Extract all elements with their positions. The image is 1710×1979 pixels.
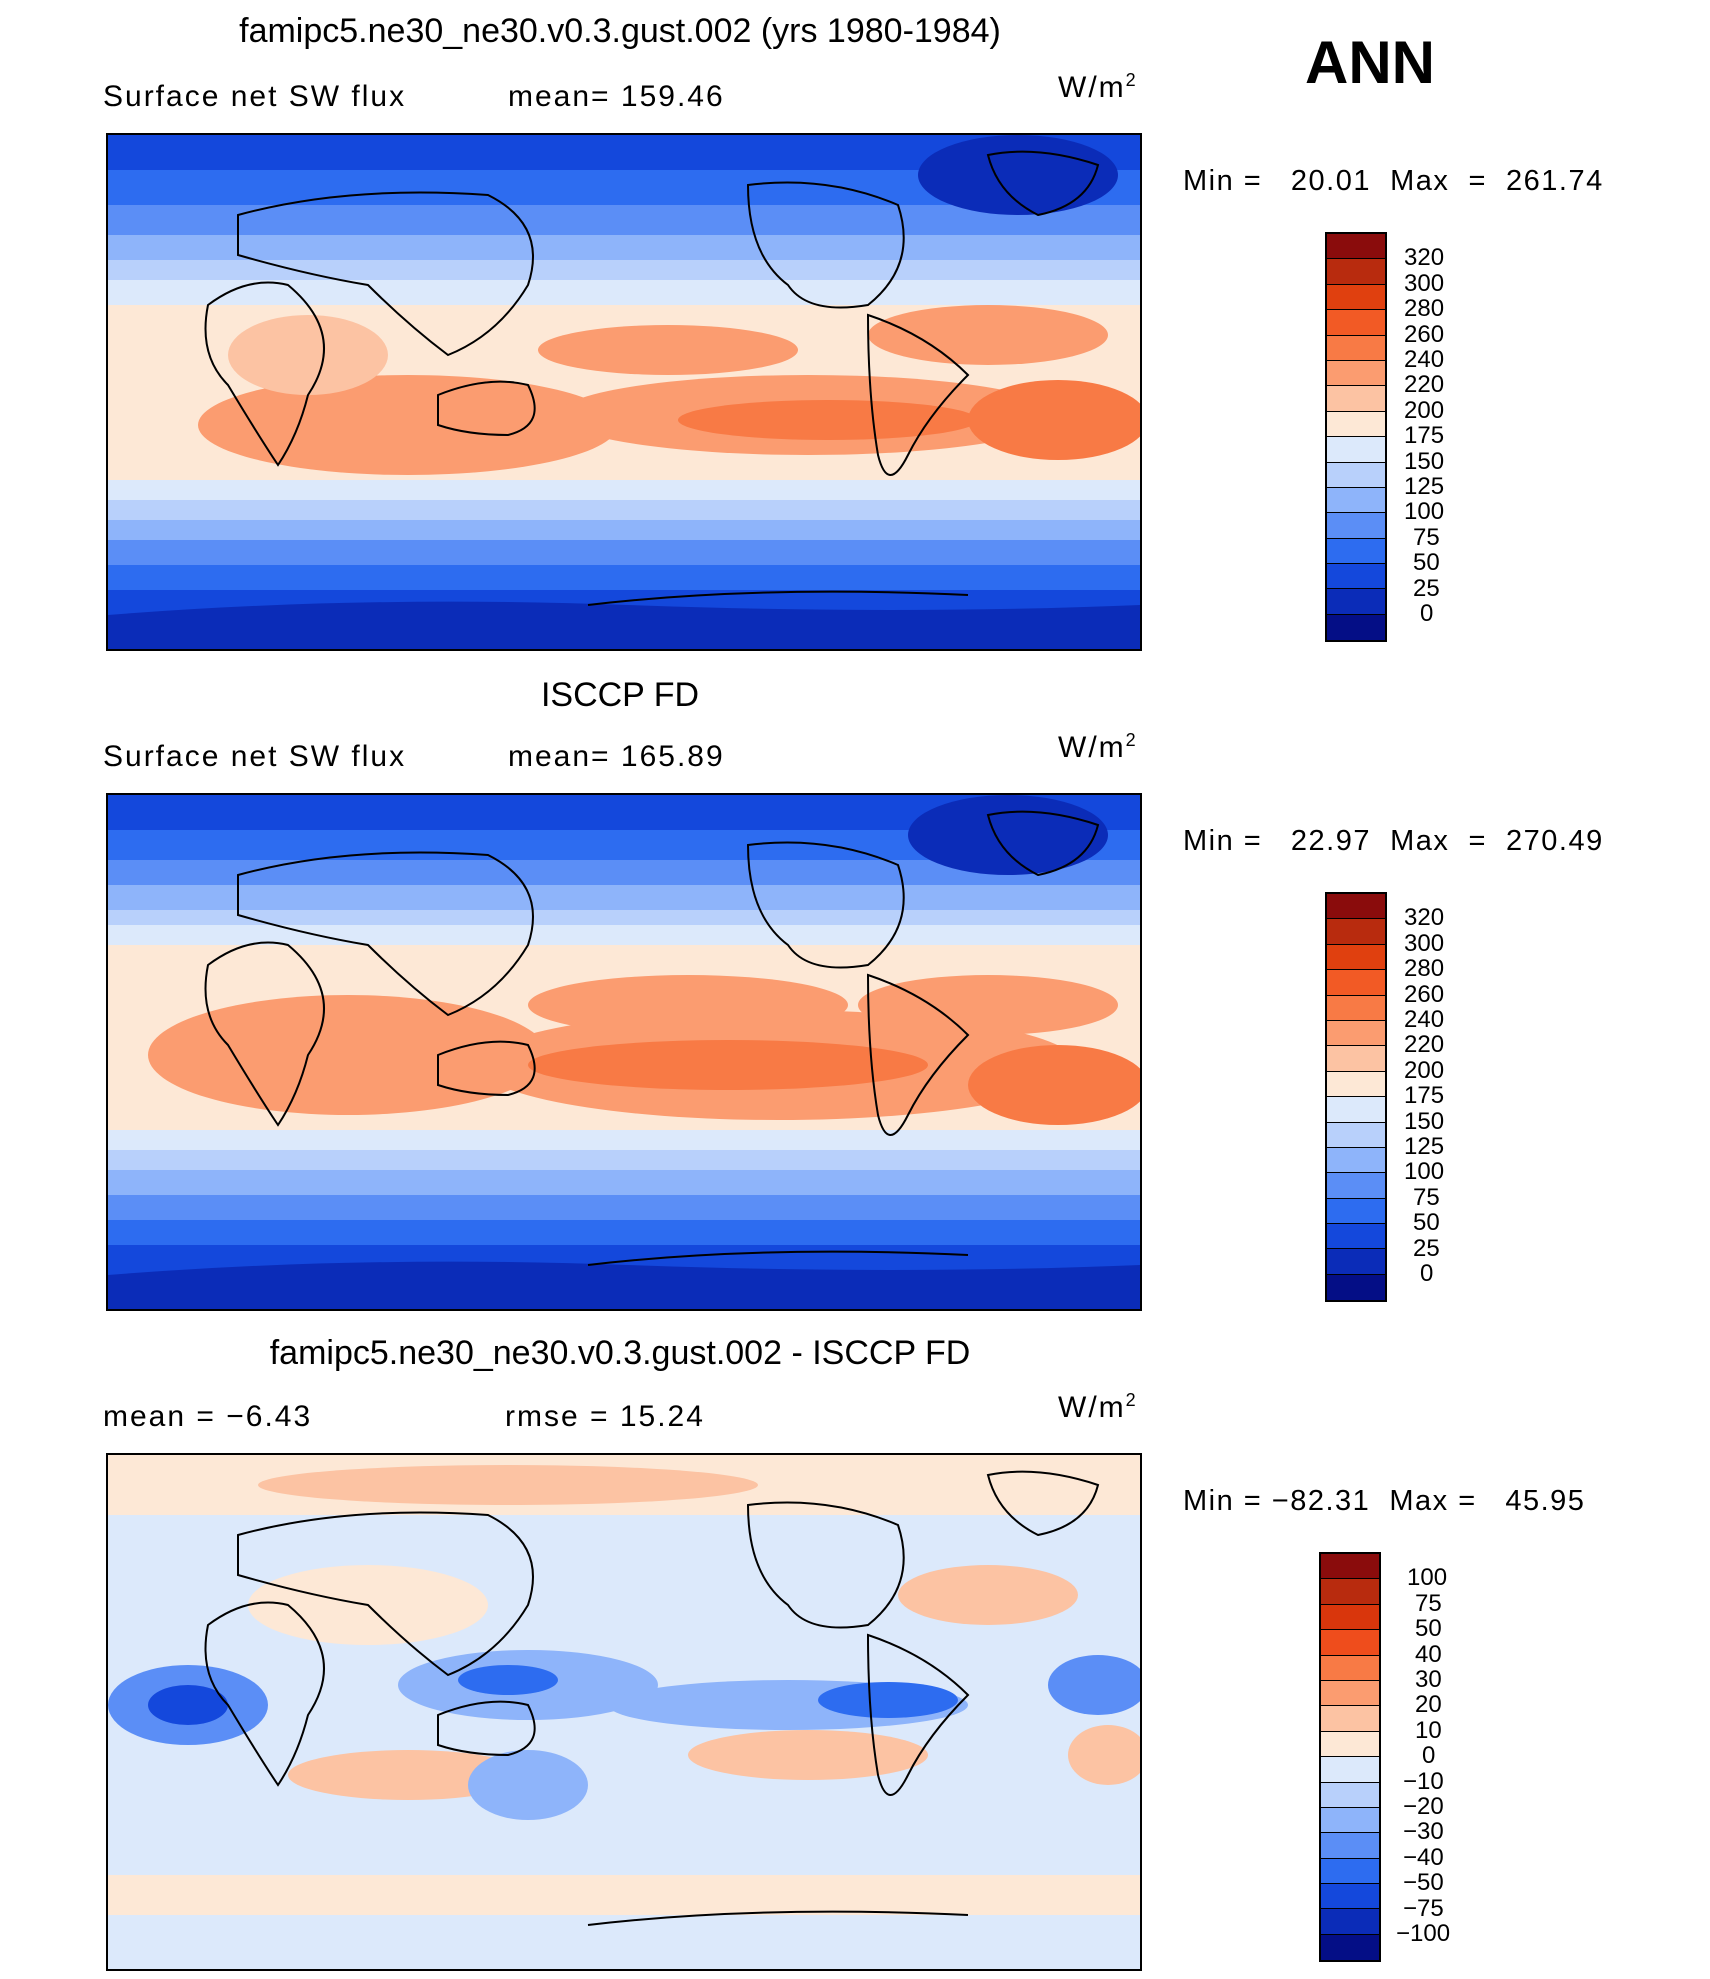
panel3-colorbar (1319, 1552, 1381, 1962)
colorbar-tick: 125 (1404, 473, 1445, 500)
panel2-map (106, 793, 1142, 1311)
panel3-mean-label: mean = −6.43 (103, 1400, 313, 1433)
colorbar-tick: −30 (1403, 1818, 1444, 1845)
colorbar-tick: 175 (1404, 422, 1445, 449)
colorbar-tick: 0 (1422, 1742, 1436, 1769)
colorbar-tick: 220 (1404, 371, 1445, 398)
colorbar-tick: 240 (1404, 346, 1445, 373)
colorbar-tick: 50 (1413, 1209, 1440, 1236)
colorbar-tick: 260 (1404, 321, 1445, 348)
colorbar-tick: 30 (1415, 1666, 1442, 1693)
colorbar-tick: −75 (1403, 1895, 1444, 1922)
colorbar-tick: 200 (1404, 1057, 1445, 1084)
colorbar-tick: 50 (1413, 549, 1440, 576)
panel2-title: ISCCP FD (540, 676, 700, 714)
colorbar-tick: 280 (1404, 295, 1445, 322)
colorbar-tick: 320 (1404, 244, 1445, 271)
colorbar-tick: 220 (1404, 1031, 1445, 1058)
colorbar-tick: 260 (1404, 981, 1445, 1008)
colorbar-tick: 0 (1420, 600, 1434, 627)
panel2-map-plot (108, 795, 1140, 1309)
colorbar-tick: 100 (1404, 498, 1445, 525)
colorbar-tick: 75 (1413, 524, 1440, 551)
colorbar-tick: 280 (1404, 955, 1445, 982)
season-label: ANN (1305, 29, 1435, 96)
panel1-minmax: Min = 20.01 Max = 261.74 (1183, 165, 1604, 197)
panel3-map-plot (108, 1455, 1140, 1969)
colorbar-tick: 125 (1404, 1133, 1445, 1160)
colorbar-tick: 25 (1413, 1235, 1440, 1262)
colorbar-tick: 0 (1420, 1260, 1434, 1287)
colorbar-tick: 150 (1404, 448, 1445, 475)
colorbar-tick: −40 (1403, 1844, 1444, 1871)
colorbar-tick: −50 (1403, 1869, 1444, 1896)
colorbar-tick: 175 (1404, 1082, 1445, 1109)
colorbar-tick: 50 (1415, 1615, 1442, 1642)
colorbar-tick: 320 (1404, 904, 1445, 931)
colorbar-tick: 100 (1404, 1158, 1445, 1185)
panel1-map-plot (108, 135, 1140, 649)
panel2-variable-label: Surface net SW flux (103, 740, 407, 773)
colorbar-tick: 10 (1415, 1717, 1442, 1744)
panel1-map (106, 133, 1142, 651)
colorbar-tick: 25 (1413, 575, 1440, 602)
panel2-colorbar (1325, 892, 1387, 1302)
colorbar-tick: −20 (1403, 1793, 1444, 1820)
panel2-mean-label: mean= 165.89 (508, 740, 725, 773)
panel1-title: famipc5.ne30_ne30.v0.3.gust.002 (yrs 198… (239, 12, 1001, 50)
panel3-rmse-label: rmse = 15.24 (505, 1400, 705, 1433)
panel1-colorbar (1325, 232, 1387, 642)
colorbar-tick: 200 (1404, 397, 1445, 424)
panel3-minmax: Min = −82.31 Max = 45.95 (1183, 1485, 1586, 1517)
panel1-units: W/m2 (1058, 70, 1138, 104)
panel3-title: famipc5.ne30_ne30.v0.3.gust.002 - ISCCP … (269, 1334, 971, 1372)
panel2-units: W/m2 (1058, 730, 1138, 764)
colorbar-tick: 20 (1415, 1691, 1442, 1718)
panel3-units: W/m2 (1058, 1390, 1138, 1424)
colorbar-tick: 75 (1413, 1184, 1440, 1211)
colorbar-tick: 300 (1404, 270, 1445, 297)
colorbar-tick: 150 (1404, 1108, 1445, 1135)
colorbar-tick: 100 (1407, 1564, 1448, 1591)
panel1-mean-label: mean= 159.46 (508, 80, 725, 113)
colorbar-tick: 40 (1415, 1641, 1442, 1668)
colorbar-tick: 75 (1415, 1590, 1442, 1617)
colorbar-tick: −10 (1403, 1768, 1444, 1795)
panel2-minmax: Min = 22.97 Max = 270.49 (1183, 825, 1604, 857)
panel1-variable-label: Surface net SW flux (103, 80, 407, 113)
panel3-map (106, 1453, 1142, 1971)
colorbar-tick: −100 (1396, 1920, 1451, 1947)
colorbar-tick: 240 (1404, 1006, 1445, 1033)
colorbar-tick: 300 (1404, 930, 1445, 957)
